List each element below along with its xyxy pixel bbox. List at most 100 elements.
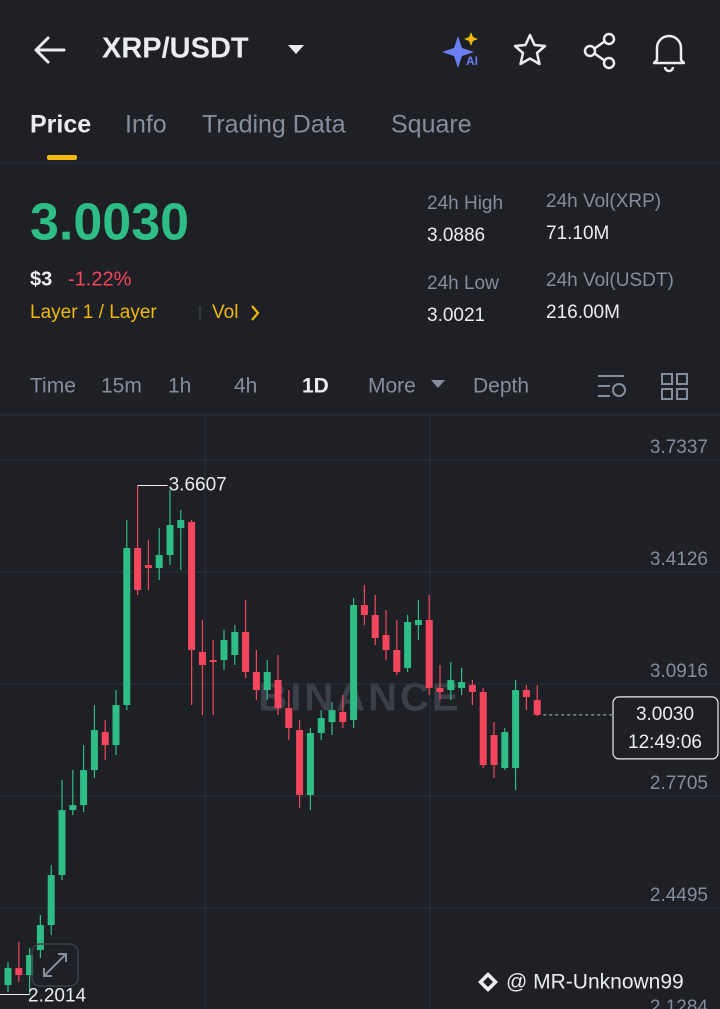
candle-body	[134, 548, 142, 591]
stat-label: 24h High	[427, 193, 503, 214]
stat-label: 24h Low	[427, 273, 499, 294]
stat-value: 3.0886	[427, 225, 485, 246]
more-dropdown[interactable]	[431, 380, 445, 388]
credit-text: @ MR-Unknown99	[506, 971, 684, 994]
vol-link[interactable]: Vol	[212, 302, 238, 323]
candle-body	[317, 718, 325, 734]
interval-option[interactable]: 1D	[302, 375, 329, 398]
current-price-label: 3.0030	[636, 704, 694, 725]
candle-body	[36, 925, 44, 951]
y-tick-label: 2.1284	[650, 997, 709, 1009]
candle-body	[371, 615, 379, 639]
back-button[interactable]	[34, 36, 66, 64]
indicator-settings[interactable]	[598, 375, 626, 397]
stat-value: 71.10M	[546, 223, 609, 244]
candle-body	[512, 690, 520, 769]
candle-body	[274, 680, 282, 709]
ai-button[interactable]: AI	[442, 32, 478, 68]
y-tick-label: 2.4495	[650, 885, 708, 906]
svg-text:AI: AI	[466, 54, 478, 68]
candle-body	[58, 810, 66, 876]
candle-body	[490, 735, 498, 766]
candle-body	[242, 632, 250, 673]
y-tick-label: 3.0916	[650, 661, 708, 682]
candle-body	[447, 680, 455, 691]
tab[interactable]: Price	[30, 111, 91, 139]
layout-button[interactable]	[661, 373, 688, 400]
active-tab-indicator	[47, 155, 77, 160]
candle-body	[468, 685, 476, 693]
interval-option[interactable]: 1h	[168, 375, 191, 398]
share-button[interactable]	[583, 32, 616, 70]
candle-body	[425, 620, 433, 689]
candle-body	[436, 688, 444, 693]
candlestick-chart: BINANCE 3.73373.41263.09162.77052.44952.…	[0, 416, 720, 1009]
interval-option[interactable]: Time	[30, 375, 76, 398]
candle-body	[155, 555, 163, 569]
tab[interactable]: Trading Data	[202, 111, 346, 139]
candle-body	[263, 672, 271, 691]
candle-body	[479, 692, 487, 766]
candle-body	[209, 660, 217, 663]
candle-body	[188, 522, 196, 651]
candle-body	[144, 565, 152, 569]
candle-body	[501, 732, 509, 769]
chevron	[251, 305, 260, 321]
price-change: -1.22%	[68, 268, 132, 290]
candle-body	[533, 700, 541, 715]
candle-body	[220, 640, 228, 661]
favorite-button[interactable]	[513, 33, 547, 66]
candle-body	[47, 875, 55, 926]
candle-body	[339, 712, 347, 723]
countdown: 12:49:06	[628, 732, 702, 753]
candle-body	[26, 955, 34, 976]
candle-body	[306, 733, 314, 796]
y-tick-label: 2.7705	[650, 773, 708, 794]
candle-body	[69, 805, 77, 811]
candle-body	[522, 690, 530, 698]
tab[interactable]: Info	[125, 111, 167, 139]
min-label: 2.2014	[28, 986, 87, 1007]
candle-body	[231, 632, 239, 656]
candle-body	[382, 635, 390, 651]
stat-value: 3.0021	[427, 305, 485, 326]
expand-button[interactable]	[31, 943, 79, 987]
interval-option[interactable]: Depth	[473, 375, 529, 398]
candle-body	[328, 710, 336, 723]
y-tick-label: 3.4126	[650, 549, 708, 570]
candle-body	[414, 620, 422, 626]
candle-body	[285, 708, 293, 729]
credit: @ MR-Unknown99	[478, 971, 684, 994]
candle-body	[404, 622, 412, 669]
stat-value: 216.00M	[546, 302, 620, 323]
candle-body	[252, 672, 260, 691]
candle-body	[458, 682, 466, 689]
tab[interactable]: Square	[391, 111, 472, 139]
candle-body	[350, 605, 358, 721]
candle-body	[101, 732, 109, 746]
candle-body	[177, 520, 185, 529]
candle-body	[360, 605, 368, 616]
last-price: 3.0030	[30, 194, 189, 252]
sector-tag[interactable]: Layer 1 / Layer	[30, 302, 157, 323]
candle-body	[90, 730, 98, 771]
pair-title[interactable]: XRP/USDT	[102, 33, 249, 65]
candle-body	[393, 650, 401, 673]
stat-label: 24h Vol(USDT)	[546, 270, 674, 291]
alert-button[interactable]	[652, 34, 686, 73]
interval-option[interactable]: 4h	[234, 375, 257, 398]
candle-body	[4, 968, 12, 986]
interval-option[interactable]: More	[368, 375, 416, 398]
pair-dropdown[interactable]	[288, 45, 304, 54]
fiat-price: $3	[30, 268, 52, 290]
candle-body	[112, 705, 120, 746]
candle-body	[80, 770, 88, 806]
candle-body	[166, 525, 174, 556]
candle-body	[296, 730, 304, 796]
candle-body	[198, 652, 206, 666]
candle-body	[15, 968, 23, 976]
interval-option[interactable]: 15m	[101, 375, 142, 398]
